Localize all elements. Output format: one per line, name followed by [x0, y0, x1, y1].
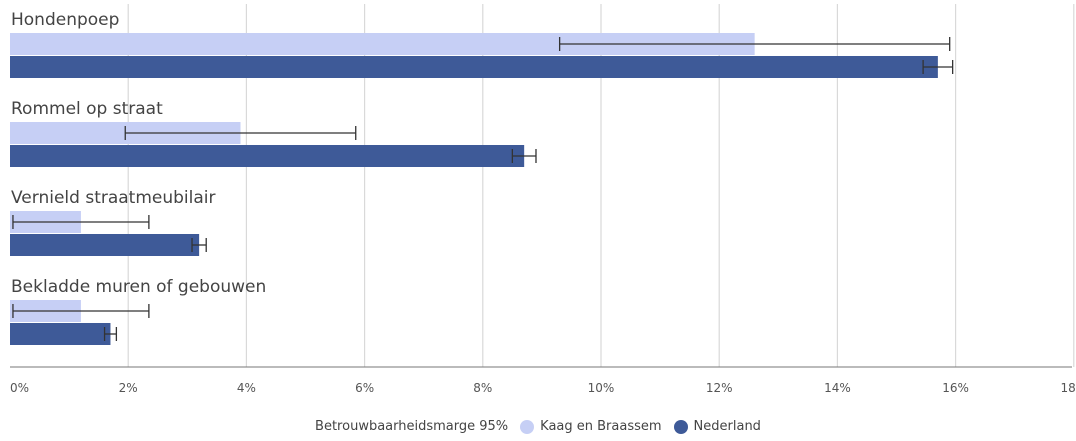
legend: Betrouwbaarheidsmarge 95% Kaag en Braass…: [0, 419, 1076, 434]
error-bar: [922, 60, 954, 74]
x-tick-label: 6%: [355, 381, 374, 395]
legend-item-nederland[interactable]: Nederland: [673, 419, 761, 434]
x-tick-label: 0%: [10, 381, 29, 395]
category-label: Bekladde muren of gebouwen: [11, 277, 266, 297]
legend-swatch-nederland: [673, 419, 688, 434]
x-tick-labels: 0% 2% 4% 6% 8% 10% 12% 14% 16% 18%: [10, 381, 1076, 395]
bar-nederland[interactable]: [10, 323, 111, 345]
bar-nederland[interactable]: [10, 56, 938, 78]
error-bar: [558, 37, 951, 51]
legend-label-nederland: Nederland: [693, 419, 761, 434]
legend-item-kaag-en-braassem[interactable]: Kaag en Braassem: [520, 419, 662, 434]
error-bar: [124, 126, 357, 140]
x-tick-label: 16%: [942, 381, 969, 395]
x-tick-label: 12%: [706, 381, 733, 395]
bar-nederland[interactable]: [10, 145, 525, 167]
x-tick-label: 18%: [1060, 381, 1076, 395]
category-label: Vernield straatmeubilair: [11, 188, 216, 208]
bar-nederland[interactable]: [10, 234, 200, 256]
error-bar: [12, 215, 150, 229]
error-bar: [191, 238, 207, 252]
legend-title: Betrouwbaarheidsmarge 95%: [315, 419, 509, 434]
legend-swatch-kaag-en-braassem: [520, 419, 535, 434]
error-bar: [12, 304, 150, 318]
error-bar: [103, 327, 118, 341]
x-tick-label: 2%: [119, 381, 138, 395]
error-bar: [511, 149, 537, 163]
x-tick-label: 10%: [588, 381, 615, 395]
bar-kaag-en-braassem[interactable]: [10, 33, 755, 55]
x-tick-label: 14%: [824, 381, 851, 395]
x-tick-label: 4%: [237, 381, 256, 395]
x-tick-label: 8%: [473, 381, 492, 395]
category-labels: Hondenpoep Rommel op straat Vernield straa…: [11, 10, 266, 297]
error-bars: [12, 37, 954, 341]
category-label: Hondenpoep: [11, 10, 119, 30]
legend-label-kaag-en-braassem: Kaag en Braassem: [540, 419, 662, 434]
category-label: Rommel op straat: [11, 99, 163, 119]
